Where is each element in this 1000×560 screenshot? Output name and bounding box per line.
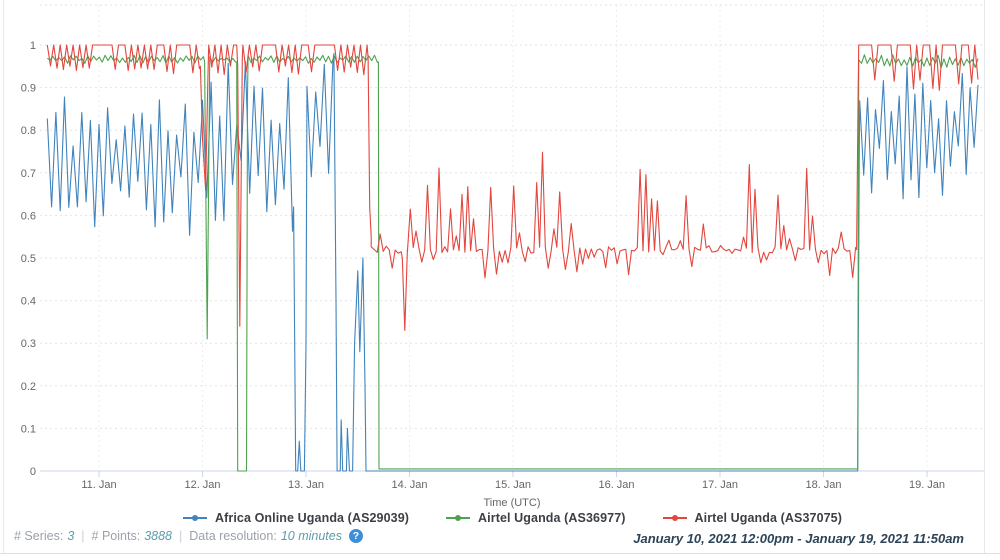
y-tick-label: 0.7 (21, 168, 36, 180)
legend-label-as37075: Airtel Uganda (AS37075) (694, 511, 842, 525)
x-tick-label: 18. Jan (805, 479, 841, 491)
legend-item-as37075[interactable]: Airtel Uganda (AS37075) (662, 511, 842, 525)
timeseries-chart: 11. Jan 12. Jan 13. Jan 14. Jan 15. Jan 16. J… (21, 4, 984, 509)
y-tick-label: 0.1 (21, 423, 36, 435)
x-tick-label: 15. Jan (495, 479, 531, 491)
points-count-label: # Points: (91, 529, 141, 543)
chart-status-bar: # Series: 3 | # Points: 3888 | Data reso… (14, 529, 363, 543)
y-tick-label: 0.4 (21, 296, 36, 308)
y-tick-label: 0.6 (21, 210, 36, 222)
panel-left-border (3, 0, 4, 553)
panel-right-border (984, 0, 985, 553)
series-line-as37075[interactable] (46, 44, 979, 331)
resolution-value: 10 minutes (280, 529, 342, 543)
status-separator: | (179, 529, 183, 543)
y-tick-label: 0.5 (21, 253, 36, 265)
legend-item-as36977[interactable]: Airtel Uganda (AS36977) (445, 511, 625, 525)
series-count-value: 3 (67, 529, 75, 543)
x-tick-label: 17. Jan (702, 479, 738, 491)
y-tick-label: 0 (30, 466, 36, 478)
legend-marker-blue-icon (183, 515, 207, 521)
x-tick-label: 13. Jan (288, 479, 324, 491)
legend-item-as29039[interactable]: Africa Online Uganda (AS29039) (182, 511, 409, 525)
y-tick-label: 0.3 (21, 338, 36, 350)
x-axis (40, 470, 984, 477)
series-count-label: # Series: (14, 529, 64, 543)
chart-legend: Africa Online Uganda (AS29039) Airtel Ug… (12, 511, 1000, 525)
x-tick-label: 14. Jan (391, 479, 427, 491)
x-tick-label: 16. Jan (598, 479, 634, 491)
x-tick-label: 19. Jan (909, 479, 945, 491)
x-tick-label: 11. Jan (81, 479, 116, 491)
time-range-label: January 10, 2021 12:00pm - January 19, 2… (633, 531, 964, 546)
panel-bottom-border (0, 553, 1000, 554)
legend-marker-red-icon (662, 515, 687, 521)
series-line-as29039[interactable] (46, 52, 979, 472)
legend-label-as29039: Africa Online Uganda (AS29039) (215, 511, 410, 525)
help-question-icon[interactable]: ? (348, 529, 363, 543)
x-tick-label: 12. Jan (184, 479, 220, 491)
x-axis-title: Time (UTC) (483, 497, 540, 509)
y-tick-label: 0.8 (21, 125, 36, 137)
y-tick-label: 0.2 (21, 381, 36, 393)
status-separator: | (81, 529, 85, 543)
y-tick-label: 1 (30, 40, 36, 52)
legend-marker-green-icon (446, 515, 471, 521)
y-tick-label: 0.9 (21, 83, 36, 95)
points-count-value: 3888 (144, 529, 172, 543)
legend-label-as36977: Airtel Uganda (AS36977) (478, 511, 626, 525)
plot-area[interactable] (40, 5, 984, 471)
resolution-label: Data resolution: (189, 529, 277, 543)
